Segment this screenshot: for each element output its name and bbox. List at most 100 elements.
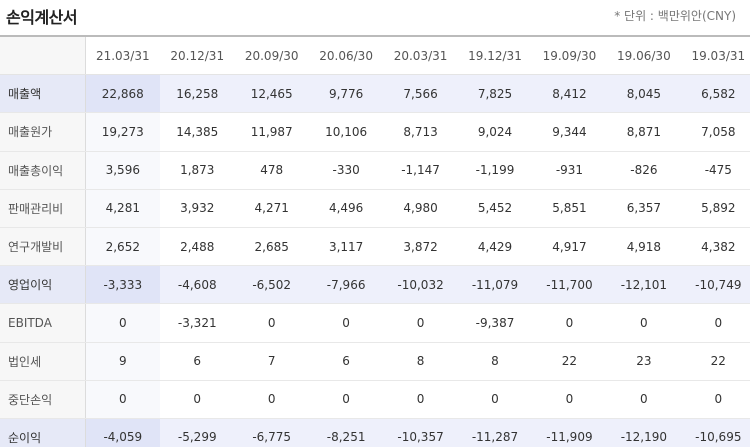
table-cell: -3,321 [160, 303, 235, 343]
table-row: 매출액 22,868 16,258 12,465 9,776 7,566 7,825 8,41… [0, 74, 750, 114]
table-cell: -1,199 [457, 151, 533, 190]
table-cell: 8 [383, 342, 458, 381]
table-cell: -9,387 [457, 303, 533, 343]
table-cell: 0 [308, 380, 384, 419]
table-cell: 2,488 [160, 227, 235, 267]
table-cell: 22 [532, 342, 607, 381]
table-row: 판매관리비 4,281 3,932 4,271 4,496 4,980 5,452 5,851… [0, 189, 750, 228]
table-cell: 22,868 [85, 74, 161, 114]
table-cell: 9,024 [457, 112, 533, 152]
table-cell: 9,344 [532, 112, 607, 152]
table-cell: 8,412 [532, 74, 607, 114]
table-cell: 0 [457, 380, 533, 419]
row-label: 연구개발비 [0, 227, 86, 267]
column-header: 20.12/31 [160, 37, 235, 76]
row-label: 판매관리비 [0, 189, 86, 228]
table-cell: -330 [308, 151, 384, 190]
table-cell: -5,299 [160, 418, 235, 447]
table-cell: 0 [681, 303, 750, 343]
table-cell: 0 [85, 380, 161, 419]
table-cell: 7,825 [457, 74, 533, 114]
table-cell: 5,851 [532, 189, 607, 228]
table-cell: -475 [681, 151, 750, 190]
table-cell: 2,685 [234, 227, 309, 267]
table-cell: -11,909 [532, 418, 607, 447]
table-cell: 4,496 [308, 189, 384, 228]
table-cell: -4,608 [160, 265, 235, 305]
table-cell: -1,147 [383, 151, 458, 190]
income-statement-table: 21.03/31 20.12/31 20.09/30 20.06/30 20.0… [0, 37, 750, 447]
row-label: 순이익 [0, 418, 86, 447]
table-cell: 0 [383, 303, 458, 343]
table-cell: -8,251 [308, 418, 384, 447]
table-cell: -10,032 [383, 265, 458, 305]
row-label: 매출원가 [0, 112, 86, 152]
table-cell: -931 [532, 151, 607, 190]
page-title: 손익계산서 [6, 8, 78, 27]
table-cell: -11,079 [457, 265, 533, 305]
table-cell: 9,776 [308, 74, 384, 114]
row-label: 중단손익 [0, 380, 86, 419]
table-cell: -11,700 [532, 265, 607, 305]
table-cell: 1,873 [160, 151, 235, 190]
table-cell: -10,749 [681, 265, 750, 305]
column-header: 19.03/31 [681, 37, 750, 76]
table-cell: 8,045 [606, 74, 682, 114]
table-cell: 3,596 [85, 151, 161, 190]
table-cell: 4,429 [457, 227, 533, 267]
table-cell: -12,101 [606, 265, 682, 305]
column-header: 19.12/31 [457, 37, 533, 76]
table-cell: 22 [681, 342, 750, 381]
income-statement-table-wrap[interactable]: 21.03/31 20.12/31 20.09/30 20.06/30 20.0… [0, 35, 750, 447]
table-cell: 5,892 [681, 189, 750, 228]
table-cell: 23 [606, 342, 682, 381]
table-row: 매출총이익 3,596 1,873 478 -330 -1,147 -1,199 -931 -8… [0, 151, 750, 190]
table-cell: 8,871 [606, 112, 682, 152]
table-cell: 19,273 [85, 112, 161, 152]
column-header: 20.09/30 [234, 37, 309, 76]
table-cell: 6,357 [606, 189, 682, 228]
table-cell: 11,987 [234, 112, 309, 152]
column-header: 19.06/30 [606, 37, 682, 76]
row-label: 매출액 [0, 74, 86, 114]
header-row: 21.03/31 20.12/31 20.09/30 20.06/30 20.0… [0, 37, 750, 76]
table-cell: 5,452 [457, 189, 533, 228]
table-cell: 0 [234, 380, 309, 419]
table-cell: 9 [85, 342, 161, 381]
table-cell: -826 [606, 151, 682, 190]
table-cell: 478 [234, 151, 309, 190]
table-cell: 7,566 [383, 74, 458, 114]
table-cell: 0 [160, 380, 235, 419]
column-header: 20.06/30 [308, 37, 384, 76]
table-cell: 4,917 [532, 227, 607, 267]
table-cell: 0 [532, 380, 607, 419]
row-label: 매출총이익 [0, 151, 86, 190]
table-cell: 3,872 [383, 227, 458, 267]
table-cell: 6 [160, 342, 235, 381]
table-cell: 10,106 [308, 112, 384, 152]
table-cell: 0 [606, 303, 682, 343]
table-row: 영업이익 -3,333 -4,608 -6,502 -7,966 -10,032 -11,0… [0, 265, 750, 305]
table-cell: 14,385 [160, 112, 235, 152]
table-cell: 16,258 [160, 74, 235, 114]
table-cell: 4,980 [383, 189, 458, 228]
table-row: 매출원가 19,273 14,385 11,987 10,106 8,713 9,024 9,… [0, 112, 750, 152]
table-cell: 0 [383, 380, 458, 419]
row-label: 영업이익 [0, 265, 86, 305]
table-cell: -6,775 [234, 418, 309, 447]
table-cell: 12,465 [234, 74, 309, 114]
table-cell: -7,966 [308, 265, 384, 305]
column-header: 21.03/31 [85, 37, 161, 76]
table-cell: 4,271 [234, 189, 309, 228]
table-cell: -4,059 [85, 418, 161, 447]
table-cell: 0 [681, 380, 750, 419]
table-row: 법인세 9 6 7 6 8 8 22 23 22 [0, 342, 750, 381]
table-row: 연구개발비 2,652 2,488 2,685 3,117 3,872 4,429 4,917… [0, 227, 750, 267]
table-cell: 6,582 [681, 74, 750, 114]
table-cell: -12,190 [606, 418, 682, 447]
row-label: EBITDA [0, 303, 86, 343]
table-cell: 3,117 [308, 227, 384, 267]
column-header: 19.09/30 [532, 37, 607, 76]
table-cell: 7 [234, 342, 309, 381]
unit-note: * 단위 : 백만위안(CNY) [614, 9, 736, 23]
